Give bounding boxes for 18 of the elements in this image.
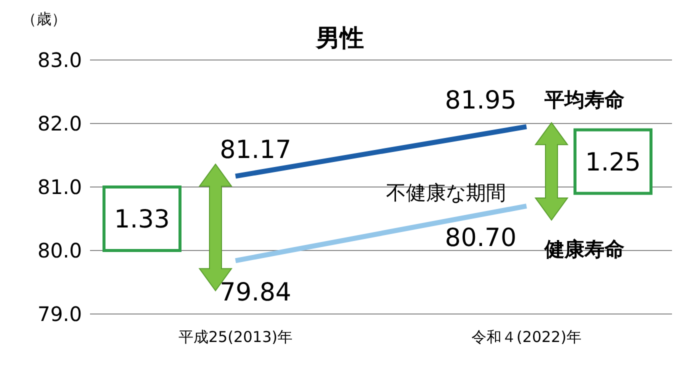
y-tick-label: 80.0 — [37, 238, 82, 262]
chart-title: 男性 — [315, 24, 364, 52]
series-label: 健康寿命 — [544, 237, 624, 262]
y-tick-label: 79.0 — [37, 302, 82, 326]
y-tick-label: 82.0 — [37, 112, 82, 136]
data-label: 80.70 — [444, 223, 516, 252]
y-axis-title: （歳） — [22, 10, 66, 28]
x-tick-label: 令和４(2022)年 — [472, 328, 582, 346]
x-tick-label: 平成25(2013)年 — [178, 328, 292, 346]
annotation: 不健康な期間 — [386, 180, 506, 205]
data-label: 81.17 — [220, 135, 292, 164]
y-tick-label: 83.0 — [37, 48, 82, 72]
annotation: 1.25 — [585, 147, 641, 176]
series-label: 平均寿命 — [544, 88, 624, 112]
data-label: 79.84 — [220, 278, 292, 307]
annotation: 1.33 — [114, 204, 170, 234]
data-label: 81.95 — [444, 86, 516, 115]
y-tick-label: 81.0 — [37, 175, 82, 199]
